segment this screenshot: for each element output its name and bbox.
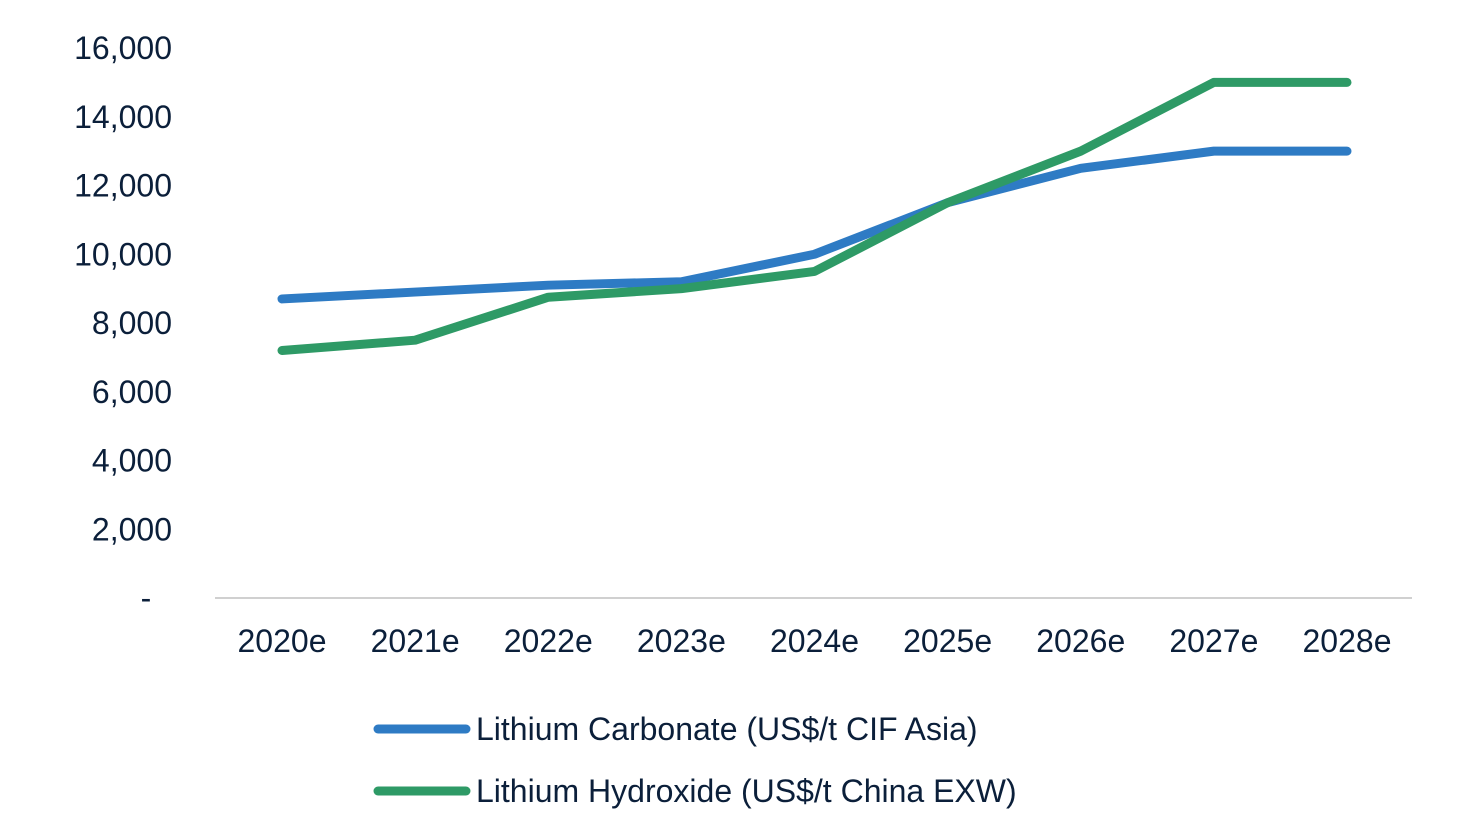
legend: Lithium Carbonate (US$/t CIF Asia) Lithiu… — [373, 711, 1017, 809]
x-tick-label: 2021e — [371, 623, 460, 659]
x-tick-label: 2020e — [238, 623, 327, 659]
x-tick-label: 2023e — [637, 623, 726, 659]
y-tick-label: - — [141, 580, 152, 616]
series-lines — [277, 77, 1352, 355]
y-tick-label: 12,000 — [74, 168, 172, 204]
legend-label: Lithium Carbonate (US$/t CIF Asia) — [476, 711, 978, 747]
x-tick-label: 2022e — [504, 623, 593, 659]
y-tick-label: 2,000 — [92, 511, 172, 547]
y-tick-label: 4,000 — [92, 443, 172, 479]
y-tick-label: 8,000 — [92, 305, 172, 341]
series-line-2 — [277, 77, 1352, 355]
y-tick-label: 10,000 — [74, 236, 172, 272]
y-tick-label: 6,000 — [92, 374, 172, 410]
x-tick-label: 2027e — [1169, 623, 1258, 659]
y-axis-ticks: - 2,000 4,000 6,000 8,000 10,000 12,000 14,000 1… — [74, 30, 172, 616]
legend-label: Lithium Hydroxide (US$/t China EXW) — [476, 773, 1017, 809]
x-axis-ticks: 2020e 2021e 2022e 2023e 2024e 2025e 2026e 2027e… — [238, 623, 1392, 659]
x-tick-label: 2024e — [770, 623, 859, 659]
y-tick-label: 14,000 — [74, 99, 172, 135]
series-line-1 — [277, 146, 1352, 304]
x-tick-label: 2026e — [1036, 623, 1125, 659]
y-tick-label: 16,000 — [74, 30, 172, 66]
x-tick-label: 2028e — [1303, 623, 1392, 659]
x-tick-label: 2025e — [903, 623, 992, 659]
